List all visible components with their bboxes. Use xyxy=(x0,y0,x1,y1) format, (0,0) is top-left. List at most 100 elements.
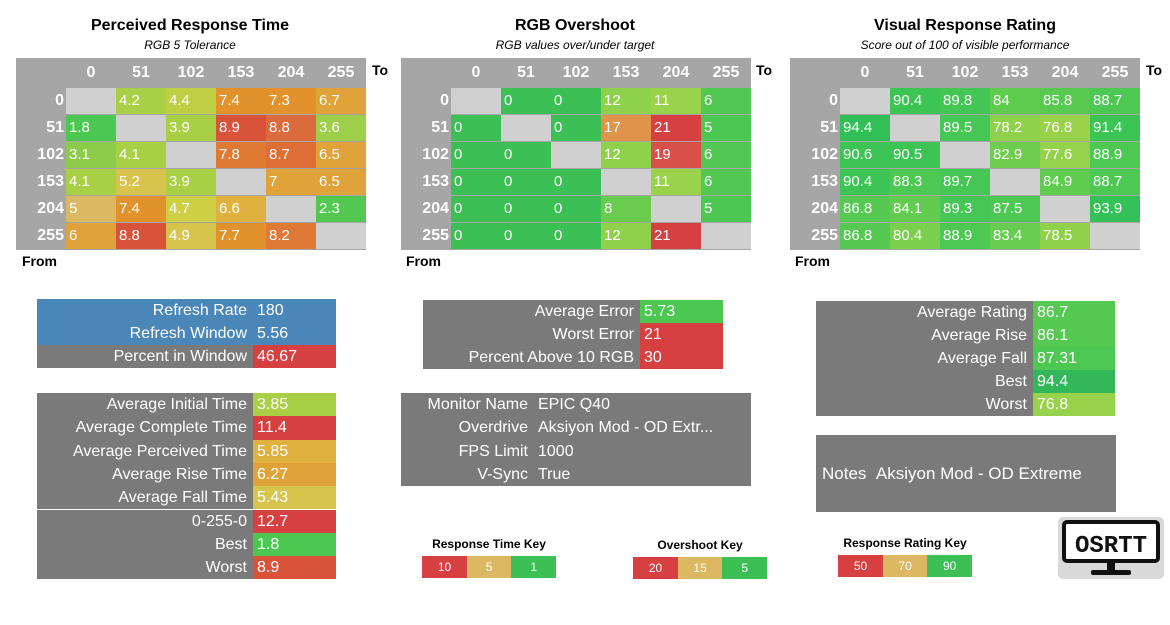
key-cell: 5 xyxy=(722,557,768,579)
stat-row: V-Sync True xyxy=(401,462,751,487)
heatmap-cell: 5 xyxy=(701,115,751,141)
column-header: 153 xyxy=(227,64,255,81)
stat-label: V-Sync xyxy=(401,462,534,487)
heatmap-cell: 8 xyxy=(601,196,651,222)
stat-label: Average Fall xyxy=(816,347,1033,370)
stat-value: 5.73 xyxy=(640,300,723,323)
stat-label: Average Fall Time xyxy=(37,486,253,510)
stat-value: 12.7 xyxy=(253,509,336,533)
heatmap-cell: 89.8 xyxy=(940,88,990,114)
heatmap-cell: 19 xyxy=(651,142,701,168)
stat-value: 86.1 xyxy=(1033,324,1115,347)
monitor-info-box: Monitor Name EPIC Q40 Overdrive Aksiyon Mod… xyxy=(401,393,751,487)
stat-row: Worst 76.8 xyxy=(816,393,1115,416)
heatmap-cell: 2.3 xyxy=(316,196,366,222)
row-header: 204 xyxy=(811,200,838,217)
panel-title-overshoot: RGB Overshoot xyxy=(514,17,635,34)
heatmap-cell xyxy=(1090,223,1140,249)
stat-label: Average Perceived Time xyxy=(37,439,253,463)
to-label-rating: To xyxy=(1146,62,1163,78)
stat-label: Monitor Name xyxy=(401,393,534,417)
stat-label: FPS Limit xyxy=(401,439,534,463)
row-header: 0 xyxy=(55,92,64,109)
stat-row: Refresh Rate 180 xyxy=(37,299,336,322)
stat-label: Average Error xyxy=(423,300,640,323)
heatmap-cell: 6 xyxy=(701,169,751,195)
key-cell: 50 xyxy=(838,555,883,577)
stat-value: 5.85 xyxy=(253,439,336,463)
stat-row: Best 1.8 xyxy=(37,532,336,557)
stat-value: 180 xyxy=(253,299,336,322)
stat-row: Overdrive Aksiyon Mod - OD Extr... xyxy=(401,416,751,440)
heatmap-cell: 4.1 xyxy=(66,169,116,195)
stat-label: Average Complete Time xyxy=(37,416,253,440)
heatmap-cell xyxy=(890,115,940,141)
heatmap-cell xyxy=(601,169,651,195)
row-header: 153 xyxy=(37,173,64,190)
stat-row: Monitor Name EPIC Q40 xyxy=(401,393,751,417)
stat-row: Average Perceived Time 5.85 xyxy=(37,439,336,463)
heatmap-cell: 83.4 xyxy=(990,223,1040,249)
heatmap-cell xyxy=(701,223,751,249)
response-time-stats-box: Average Initial Time 3.85 Average Complete… xyxy=(37,393,336,580)
heatmap-cell: 4.1 xyxy=(116,142,166,168)
panel-title-perceived: Perceived Response Time xyxy=(90,17,290,34)
heatmap-cell: 8.7 xyxy=(266,142,316,168)
heatmap-cell: 7.3 xyxy=(266,88,316,114)
heatmap-cell: 0 xyxy=(551,88,601,114)
column-header: 255 xyxy=(1101,64,1129,81)
heatmap-cell: 4.9 xyxy=(166,223,216,249)
heatmap-cell xyxy=(66,88,116,114)
heatmap-cell: 6.7 xyxy=(316,88,366,114)
stat-row: Average Rise Time 6.27 xyxy=(37,462,336,487)
row-header: 0 xyxy=(829,92,838,109)
heatmap-cell: 7 xyxy=(266,169,316,195)
stat-row: Average Fall Time 5.43 xyxy=(37,486,336,510)
row-header: 102 xyxy=(37,146,64,163)
column-header: 102 xyxy=(562,64,590,81)
heatmap-cell: 7.4 xyxy=(216,88,266,114)
stat-value: True xyxy=(534,462,751,487)
key-cell: 1 xyxy=(511,556,557,578)
stat-row: Average Rise 86.1 xyxy=(816,324,1115,347)
stat-row: 0-255-0 12.7 xyxy=(37,509,336,533)
row-header: 255 xyxy=(37,227,64,244)
heatmap-cell: 0 xyxy=(551,196,601,222)
heatmap-cell: 88.7 xyxy=(1090,169,1140,195)
heatmap-cell: 86.8 xyxy=(840,223,890,249)
heatmap-cell: 84 xyxy=(990,88,1040,114)
heatmap-cell: 85.8 xyxy=(1040,88,1090,114)
refresh-stats-box: Refresh Rate 180 Refresh Window 5.56 Percent… xyxy=(37,299,336,368)
notes-label: Notes xyxy=(822,464,867,483)
stat-value: 5.56 xyxy=(253,322,336,345)
rating-grid: 0 51 102 153 204 255 0 90.4 89.8 84 85.8 88.7 51 94.4… xyxy=(790,58,1140,250)
heatmap-cell xyxy=(651,196,701,222)
stat-row: Average Fall 87.31 xyxy=(816,347,1115,370)
heatmap-cell: 11 xyxy=(651,169,701,195)
stat-label: Refresh Window xyxy=(37,322,253,345)
heatmap-cell: 0 xyxy=(551,169,601,195)
heatmap-cell: 0 xyxy=(501,88,551,114)
heatmap-cell: 5.2 xyxy=(116,169,166,195)
panel-subtitle-perceived: RGB 5 Tolerance xyxy=(144,38,236,52)
stat-label: Best xyxy=(37,532,253,557)
column-header: 102 xyxy=(177,64,205,81)
to-label-perceived: To xyxy=(372,62,389,78)
column-header: 153 xyxy=(612,64,640,81)
heatmap-cell: 89.3 xyxy=(940,196,990,222)
stat-row: Percent Above 10 RGB 30 xyxy=(423,346,723,369)
overshoot-error-stats-box: Average Error 5.73 Worst Error 21 Percent Ab… xyxy=(423,300,723,369)
rating-stats-box: Average Rating 86.7 Average Rise 86.1 Averag… xyxy=(816,301,1115,416)
heatmap-cell: 78.5 xyxy=(1040,223,1090,249)
heatmap-cell: 88.7 xyxy=(1090,88,1140,114)
heatmap-cell: 86.8 xyxy=(840,196,890,222)
stat-row: Average Complete Time 11.4 xyxy=(37,416,336,440)
heatmap-cell: 6 xyxy=(66,223,116,249)
to-label-overshoot: To xyxy=(756,62,773,78)
row-header: 153 xyxy=(811,173,838,190)
from-label-perceived: From xyxy=(22,253,57,269)
row-header: 204 xyxy=(37,200,64,217)
heatmap-cell: 88.3 xyxy=(890,169,940,195)
column-header: 0 xyxy=(471,64,481,81)
heatmap-cell: 4.2 xyxy=(116,88,166,114)
